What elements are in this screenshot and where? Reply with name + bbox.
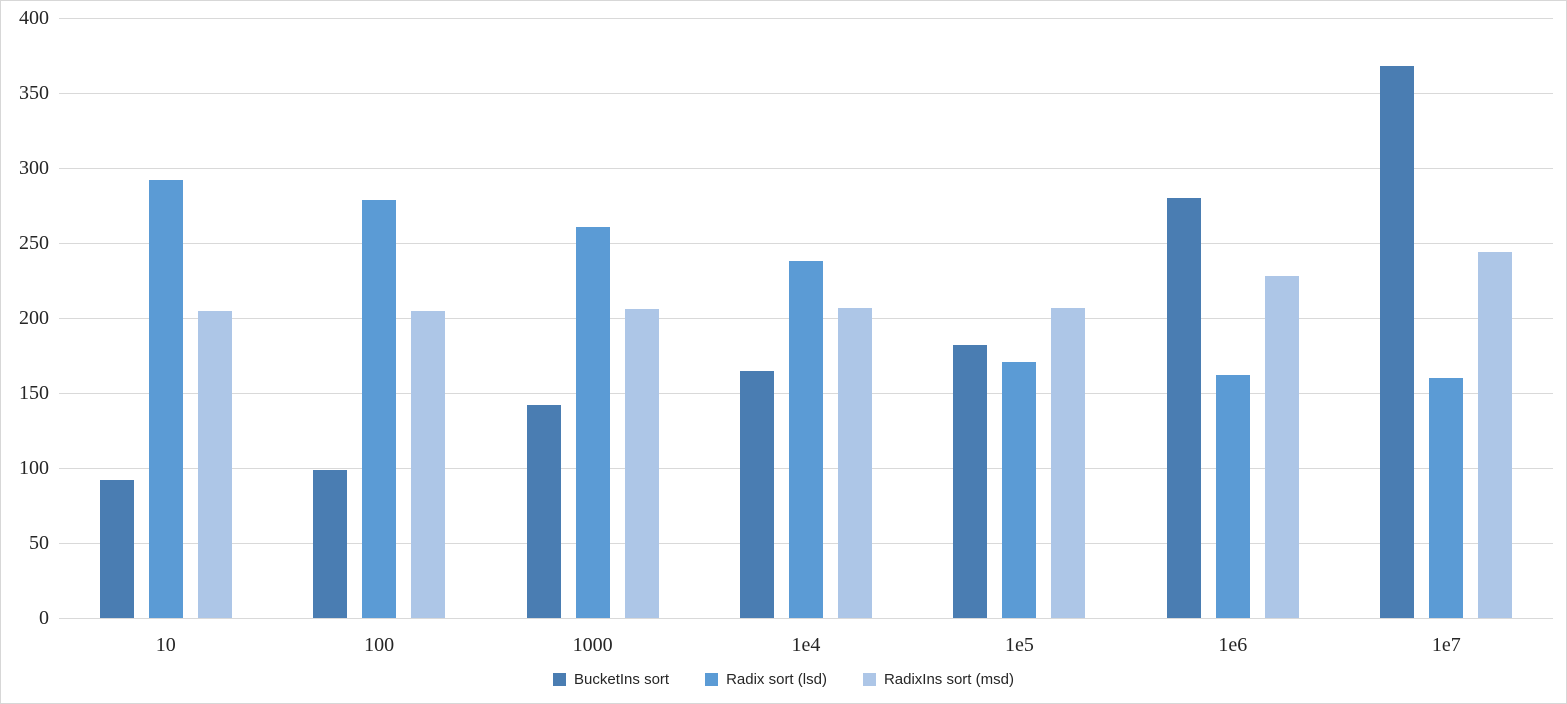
bar-radixins-sort-msd bbox=[1264, 276, 1299, 618]
bar-radixins-sort-msd bbox=[838, 307, 872, 618]
bar-radixins-sort-msd bbox=[624, 309, 659, 618]
bar-radix-sort-lsd bbox=[789, 261, 823, 618]
bar-bucketins-sort bbox=[313, 469, 348, 618]
legend-item: Radix sort (lsd) bbox=[705, 671, 827, 688]
bar-bucketins-sort bbox=[1166, 198, 1201, 618]
legend-marker-icon bbox=[553, 672, 567, 686]
x-axis-tick-label: 1e7 bbox=[1431, 634, 1461, 656]
y-axis-tick-label: 350 bbox=[19, 82, 49, 104]
y-axis-tick-label: 150 bbox=[19, 382, 49, 404]
legend-marker-icon bbox=[862, 672, 876, 686]
legend: BucketIns sort Radix sort (lsd) RadixIns s… bbox=[1, 666, 1566, 692]
gridline bbox=[59, 168, 1553, 169]
bar-radixins-sort-msd bbox=[1478, 252, 1513, 618]
bar-bucketins-sort bbox=[526, 405, 561, 618]
bar-radix-sort-lsd bbox=[1002, 361, 1037, 618]
gridline bbox=[59, 18, 1553, 19]
legend-label: BucketIns sort bbox=[574, 670, 670, 688]
bar-bucketins-sort bbox=[740, 370, 774, 618]
bar-radixins-sort-msd bbox=[411, 310, 446, 618]
bar-radix-sort-lsd bbox=[362, 199, 397, 618]
bar-radix-sort-lsd bbox=[1429, 378, 1464, 618]
bar-radixins-sort-msd bbox=[197, 310, 232, 618]
bar-radixins-sort-msd bbox=[1051, 307, 1086, 618]
y-axis-tick-label: 100 bbox=[19, 457, 49, 479]
legend-label: RadixIns sort (msd) bbox=[883, 670, 1014, 688]
legend-item: BucketIns sort bbox=[553, 671, 669, 688]
x-axis-tick-label: 1000 bbox=[572, 634, 613, 656]
gridline bbox=[59, 243, 1553, 244]
gridline bbox=[59, 93, 1553, 94]
bar-radix-sort-lsd bbox=[148, 180, 183, 618]
bar-radix-sort-lsd bbox=[1215, 375, 1250, 618]
bar-bucketins-sort bbox=[99, 480, 134, 618]
y-axis-tick-label: 300 bbox=[19, 157, 49, 179]
bar-bucketins-sort bbox=[953, 345, 988, 618]
x-axis-tick-label: 1e5 bbox=[1004, 634, 1034, 656]
y-axis-tick-label: 250 bbox=[19, 232, 49, 254]
bar-bucketins-sort bbox=[1380, 66, 1415, 618]
legend-item: RadixIns sort (msd) bbox=[862, 670, 1014, 688]
y-axis-tick-label: 400 bbox=[19, 7, 49, 29]
legend-marker-icon bbox=[705, 672, 719, 686]
x-axis-tick-label: 10 bbox=[155, 634, 176, 656]
y-axis-tick-label: 200 bbox=[19, 307, 49, 329]
y-axis-tick-label: 0 bbox=[39, 607, 49, 629]
y-axis-tick-label: 50 bbox=[29, 532, 49, 554]
x-axis-tick-label: 100 bbox=[364, 634, 395, 656]
gridline bbox=[59, 618, 1553, 619]
x-axis-tick-label: 1e4 bbox=[791, 634, 821, 656]
bar-radix-sort-lsd bbox=[575, 226, 610, 618]
legend-label: Radix sort (lsd) bbox=[726, 670, 827, 688]
x-axis-tick-label: 1e6 bbox=[1218, 634, 1248, 656]
